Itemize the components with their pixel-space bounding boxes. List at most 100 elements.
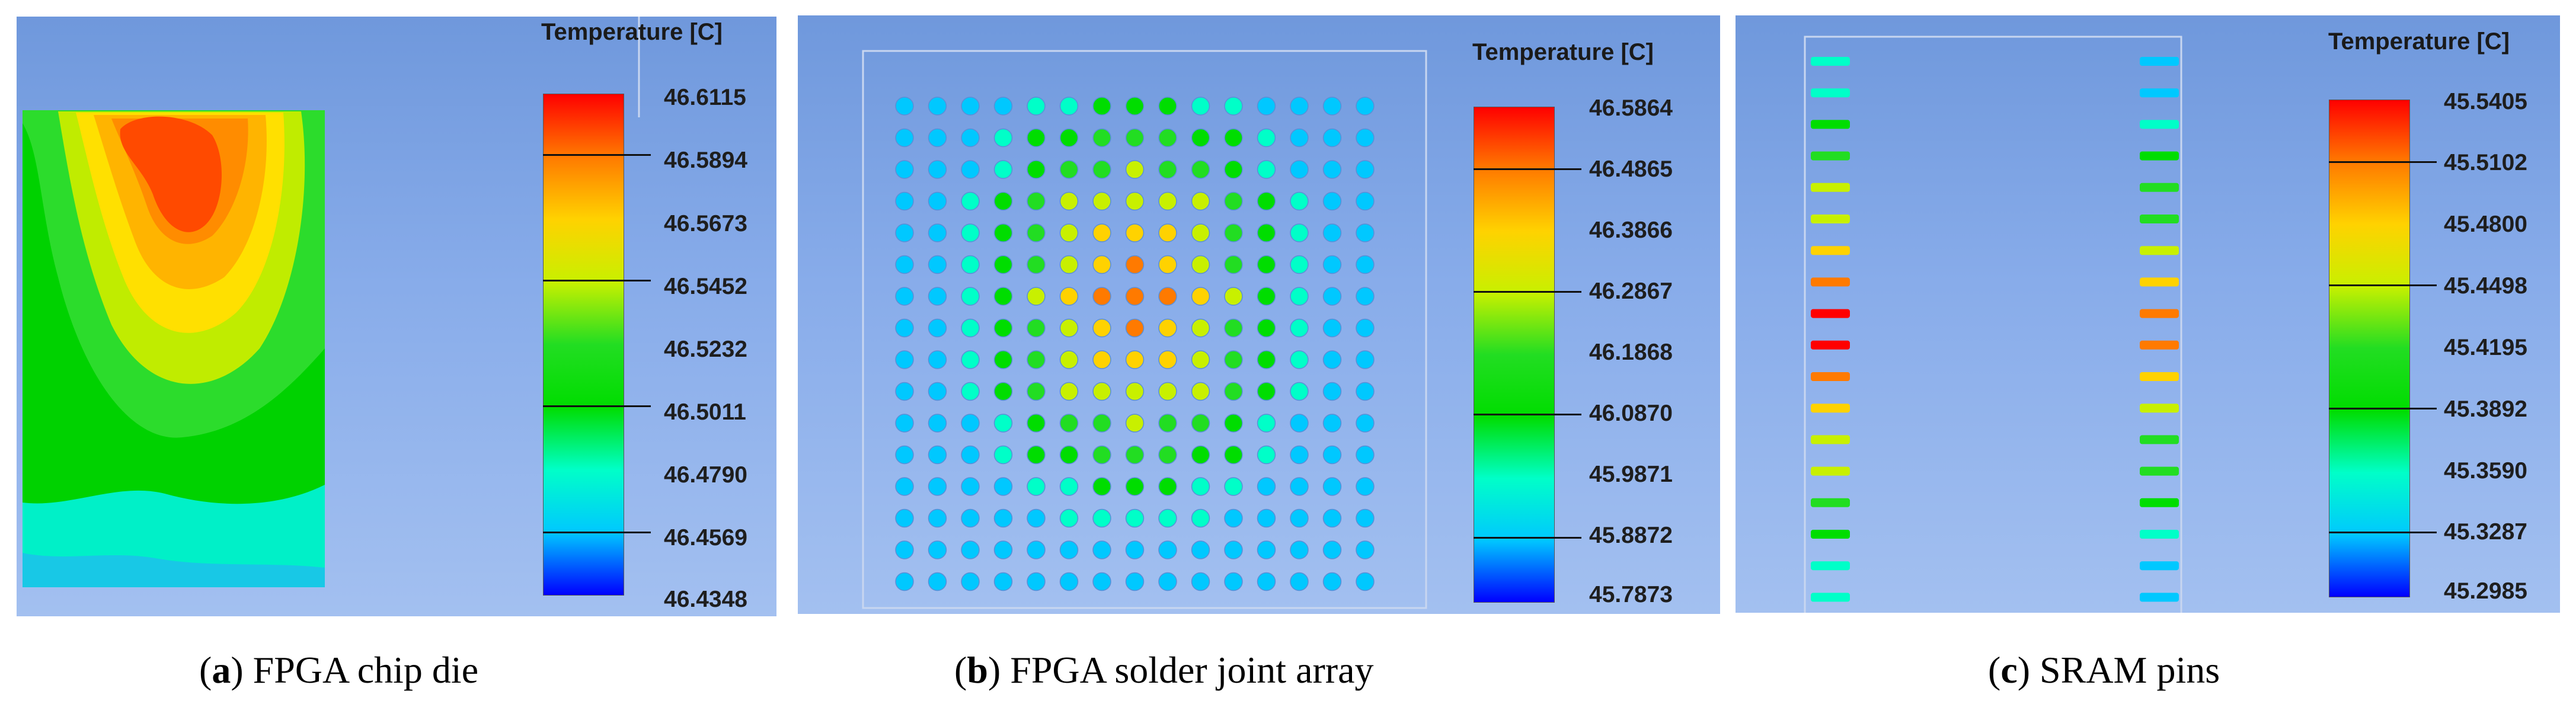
solder-ball [1257,572,1276,591]
solder-ball [1059,128,1079,148]
legend-title: Temperature [C] [1472,39,1654,65]
sram-pin [2140,466,2179,476]
sram-pin [2140,183,2179,192]
solder-ball [993,160,1013,179]
caption-letter: b [967,649,988,691]
scale-value: 45.4800 [2444,212,2527,237]
sram-pin [1811,88,1850,98]
solder-ball [1158,540,1177,559]
solder-ball [1027,223,1046,242]
solder-ball [1191,350,1210,369]
panel-fpga-solder-joint-array: Temperature [C] 46.5864 46.4865 46.3866 … [798,15,1720,614]
solder-ball [1191,572,1210,591]
solder-ball [993,97,1013,116]
solder-ball [895,160,914,179]
solder-ball [1356,477,1375,496]
solder-ball [1191,445,1210,465]
scale-value: 45.4498 [2444,273,2527,299]
solder-ball [1290,318,1309,338]
solder-ball [1356,508,1375,528]
solder-ball [1027,477,1046,496]
solder-ball [993,572,1013,591]
solder-ball [1322,477,1342,496]
solder-ball [1027,128,1046,148]
solder-ball [961,445,980,465]
solder-ball [1125,508,1145,528]
scale-value: 46.5673 [664,211,747,236]
solder-ball [961,508,980,528]
sram-pin [2140,498,2179,507]
solder-ball [1290,223,1309,242]
solder-ball [1257,508,1276,528]
sram-pin [1811,530,1850,539]
solder-ball [928,191,947,211]
sram-pin [1811,372,1850,381]
solder-ball [1224,414,1243,433]
solder-ball [1059,160,1079,179]
solder-ball [993,477,1013,496]
solder-ball [1356,414,1375,433]
solder-ball [1158,128,1177,148]
solder-ball [1224,287,1243,306]
solder-ball [1224,445,1243,465]
solder-ball [1224,572,1243,591]
solder-ball [1158,350,1177,369]
solder-ball [1356,255,1375,274]
sram-pin [2140,593,2179,602]
scale-value: 46.4865 [1589,156,1673,182]
solder-ball [1224,255,1243,274]
scale-value: 45.8872 [1589,523,1673,548]
solder-ball [993,540,1013,559]
solder-ball [1356,445,1375,465]
sram-pin [1811,561,1850,571]
solder-ball [1257,382,1276,401]
sram-pin [1811,151,1850,161]
scale-value: 46.3866 [1589,217,1673,243]
solder-ball [1290,382,1309,401]
solder-ball [1027,382,1046,401]
caption-letter: c [2000,649,2018,691]
solder-ball [1224,477,1243,496]
solder-ball [1257,160,1276,179]
colorbar-tick [543,154,651,156]
scale-value: 45.5405 [2444,89,2527,114]
solder-ball [1158,477,1177,496]
solder-ball [1125,318,1145,338]
sram-pin [1811,340,1850,350]
solder-ball [1059,318,1079,338]
solder-ball [1257,318,1276,338]
solder-ball [1158,414,1177,433]
sram-pin [2140,277,2179,287]
solder-ball [1158,255,1177,274]
solder-ball [1059,191,1079,211]
solder-ball [1092,445,1111,465]
solder-ball [1257,287,1276,306]
solder-ball [1290,414,1309,433]
solder-ball [928,445,947,465]
scale-value: 46.5452 [664,274,747,299]
solder-ball [1290,540,1309,559]
solder-ball [1191,97,1210,116]
solder-ball [928,508,947,528]
solder-ball [1356,350,1375,369]
chip-die-contour [23,110,325,587]
solder-ball [1158,318,1177,338]
solder-ball [1027,540,1046,559]
sram-pins-plot [1804,36,2182,613]
solder-ball [928,255,947,274]
solder-ball [1191,223,1210,242]
scale-value: 45.3892 [2444,396,2527,422]
sram-pin [2140,404,2179,413]
solder-ball [1059,287,1079,306]
solder-ball [993,128,1013,148]
colorbar-tick [2329,408,2437,409]
caption-c: (c) SRAM pins [1988,649,2220,691]
solder-ball [961,97,980,116]
solder-ball [1257,414,1276,433]
temperature-colorbar [1474,107,1555,603]
solder-ball [1059,350,1079,369]
solder-ball [928,318,947,338]
solder-ball [1059,540,1079,559]
solder-ball [1257,540,1276,559]
solder-ball [1092,223,1111,242]
